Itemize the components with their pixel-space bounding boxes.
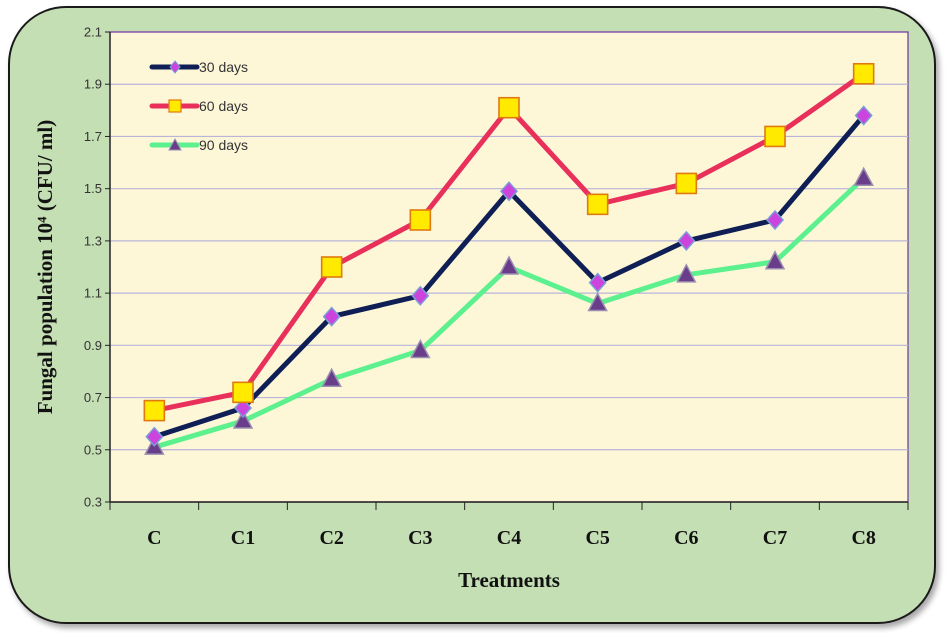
legend-item: 30 days <box>149 59 248 75</box>
y-tick-label: 2.1 <box>84 25 102 40</box>
data-point <box>232 381 254 404</box>
y-tick-label: 1.5 <box>84 181 102 196</box>
y-tick-label: 1.1 <box>84 286 102 301</box>
legend-marker <box>168 99 182 113</box>
legend-marker <box>169 60 181 74</box>
y-tick-label: 0.3 <box>84 495 102 510</box>
data-point <box>410 338 431 359</box>
axes <box>109 32 908 503</box>
x-tick-label: C <box>147 527 161 549</box>
x-axis-ticks: C C1 C2 C3 C4 C5 C6 C7 C8 <box>109 502 909 549</box>
y-tick-label: 0.5 <box>84 442 102 457</box>
legend-marker <box>168 137 182 151</box>
y-tick-label: 0.7 <box>84 390 102 405</box>
data-point <box>676 263 697 283</box>
series-30-days <box>145 105 873 447</box>
data-point <box>587 291 608 312</box>
legend-item: 90 days <box>149 137 248 153</box>
data-point <box>409 209 432 231</box>
y-tick-label: 1.9 <box>84 77 102 92</box>
y-tick-label: 1.7 <box>84 129 102 144</box>
data-point <box>765 209 785 231</box>
data-point <box>853 166 874 186</box>
x-tick-label: C7 <box>763 527 787 549</box>
y-axis-ticks: 0.3 0.5 0.7 0.9 1.1 1.3 1.5 1.7 1.9 2.1 <box>84 25 110 510</box>
data-point <box>321 367 342 388</box>
data-point <box>499 181 519 202</box>
x-tick-label: C5 <box>585 527 609 549</box>
legend-label: 30 days <box>199 59 248 75</box>
data-point <box>498 96 520 119</box>
x-tick-label: C8 <box>851 527 875 549</box>
x-axis-title: Treatments <box>458 568 560 592</box>
series-90-days <box>144 166 874 455</box>
y-tick-label: 1.3 <box>84 233 102 248</box>
legend-label: 90 days <box>199 137 248 153</box>
data-point <box>764 250 786 270</box>
y-tick-label: 0.9 <box>84 338 102 353</box>
data-point <box>143 399 166 422</box>
series-60-days <box>143 62 875 422</box>
data-point <box>411 285 430 306</box>
data-point <box>677 230 696 252</box>
legend: 30 days 60 days 90 days <box>149 59 248 153</box>
data-point <box>854 105 873 126</box>
data-point <box>322 306 341 327</box>
x-tick-label: C1 <box>231 527 255 549</box>
data-series <box>143 62 875 455</box>
data-point <box>852 62 875 85</box>
data-point <box>588 272 607 293</box>
x-tick-label: C3 <box>408 527 432 549</box>
data-point <box>320 256 343 278</box>
data-point <box>675 172 698 195</box>
data-point <box>145 426 164 447</box>
x-tick-label: C2 <box>319 527 343 549</box>
legend-label: 60 days <box>199 98 248 114</box>
x-tick-label: C4 <box>497 527 521 549</box>
legend-item: 60 days <box>149 98 248 114</box>
data-point <box>586 193 609 216</box>
data-point <box>232 409 254 429</box>
data-point <box>498 255 520 275</box>
x-tick-label: C6 <box>674 527 698 549</box>
y-axis-title: Fungal population 10⁴ (CFU/ ml) <box>33 120 57 415</box>
data-point <box>233 397 253 419</box>
data-point <box>764 125 786 148</box>
